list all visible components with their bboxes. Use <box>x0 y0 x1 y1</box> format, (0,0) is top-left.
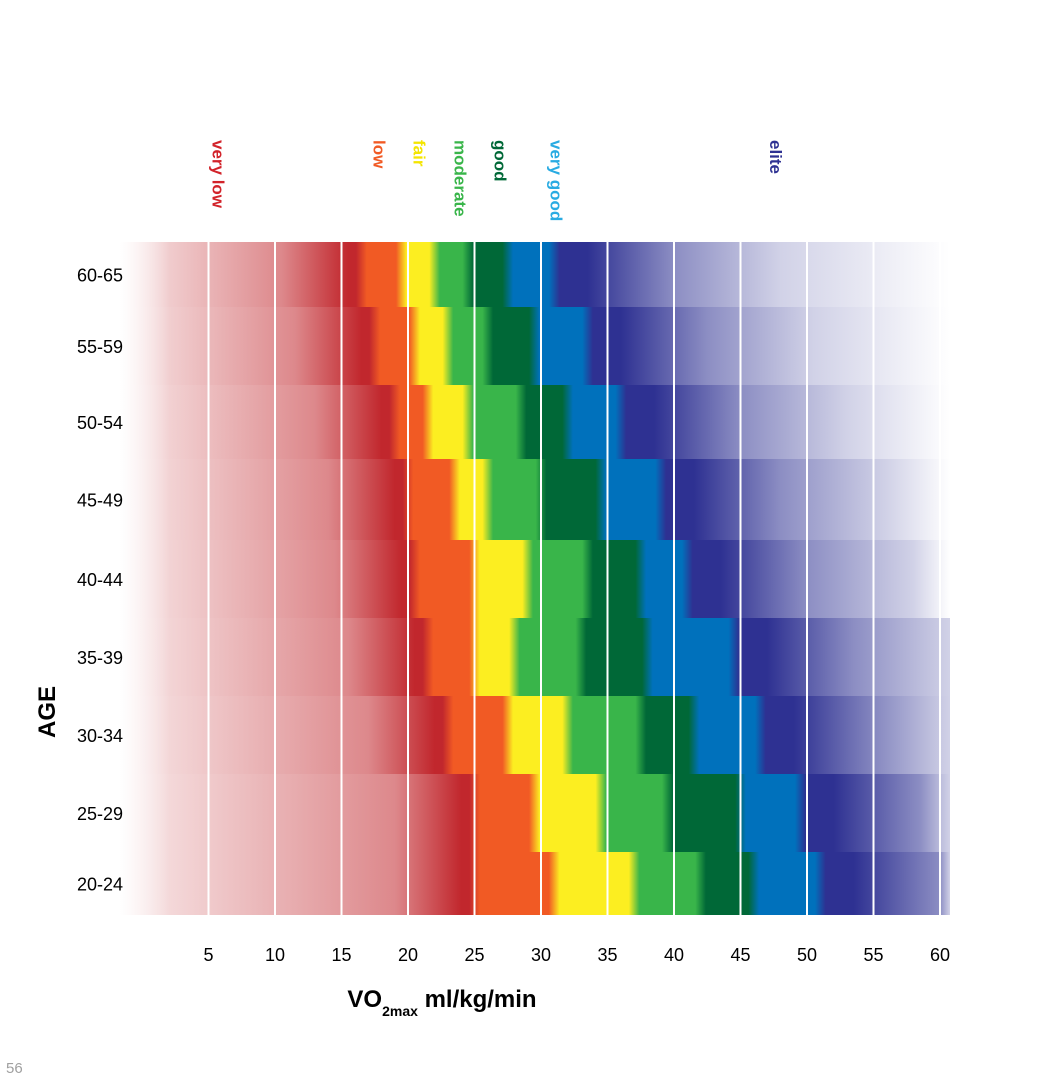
x-tick-labels: 5 10 15 20 25 30 35 40 45 50 55 60 <box>203 945 950 965</box>
x-axis-label-main: VO <box>347 986 382 1013</box>
y-tick-label: 30-34 <box>77 726 123 746</box>
x-axis-label-subscript: 2max <box>382 1003 418 1019</box>
x-tick-label: 25 <box>464 945 484 965</box>
gridlines <box>207 242 941 915</box>
band-row-40-44 <box>120 540 950 618</box>
y-tick-label: 25-29 <box>77 804 123 824</box>
legend-label-very-low: very low <box>208 140 227 209</box>
band-row-30-34 <box>120 696 950 774</box>
y-tick-label: 20-24 <box>77 875 123 895</box>
x-tick-label: 20 <box>398 945 418 965</box>
band-row-50-54 <box>120 385 950 459</box>
legend-label-low: low <box>369 140 388 169</box>
x-tick-label: 15 <box>331 945 351 965</box>
y-tick-label: 60-65 <box>77 266 123 286</box>
x-tick-label: 50 <box>797 945 817 965</box>
y-tick-label: 50-54 <box>77 413 123 433</box>
y-axis-label: AGE <box>34 686 61 738</box>
x-tick-label: 5 <box>203 945 213 965</box>
band-rows <box>120 242 950 915</box>
x-axis-label: VO2max ml/kg/min <box>347 986 536 1019</box>
x-tick-label: 40 <box>664 945 684 965</box>
x-tick-label: 55 <box>863 945 883 965</box>
band-row-35-39 <box>120 618 950 696</box>
category-legend: very low low fair moderate good very good elit… <box>208 140 784 221</box>
legend-label-fair: fair <box>409 140 428 167</box>
x-tick-label: 30 <box>531 945 551 965</box>
page-number: 56 <box>6 1060 23 1077</box>
x-tick-label: 35 <box>597 945 617 965</box>
x-tick-label: 60 <box>930 945 950 965</box>
legend-label-good: good <box>490 140 509 182</box>
legend-label-moderate: moderate <box>451 140 470 217</box>
y-tick-label: 45-49 <box>77 491 123 511</box>
band-row-55-59 <box>120 307 950 385</box>
x-axis-label-unit: ml/kg/min <box>418 986 537 1013</box>
band-row-60-65 <box>120 242 950 307</box>
legend-label-elite: elite <box>766 140 785 174</box>
band-row-25-29 <box>120 774 950 852</box>
band-row-20-24 <box>120 852 950 915</box>
left-fade <box>120 242 170 915</box>
y-tick-labels: 60-65 55-59 50-54 45-49 40-44 35-39 30-34 25-29… <box>77 266 123 895</box>
legend-label-very-good: very good <box>546 140 565 221</box>
x-tick-label: 10 <box>265 945 285 965</box>
band-row-45-49 <box>120 459 950 540</box>
y-tick-label: 40-44 <box>77 570 123 590</box>
y-tick-label: 55-59 <box>77 337 123 357</box>
edge-fade <box>120 242 170 915</box>
x-tick-label: 45 <box>730 945 750 965</box>
y-tick-label: 35-39 <box>77 648 123 668</box>
